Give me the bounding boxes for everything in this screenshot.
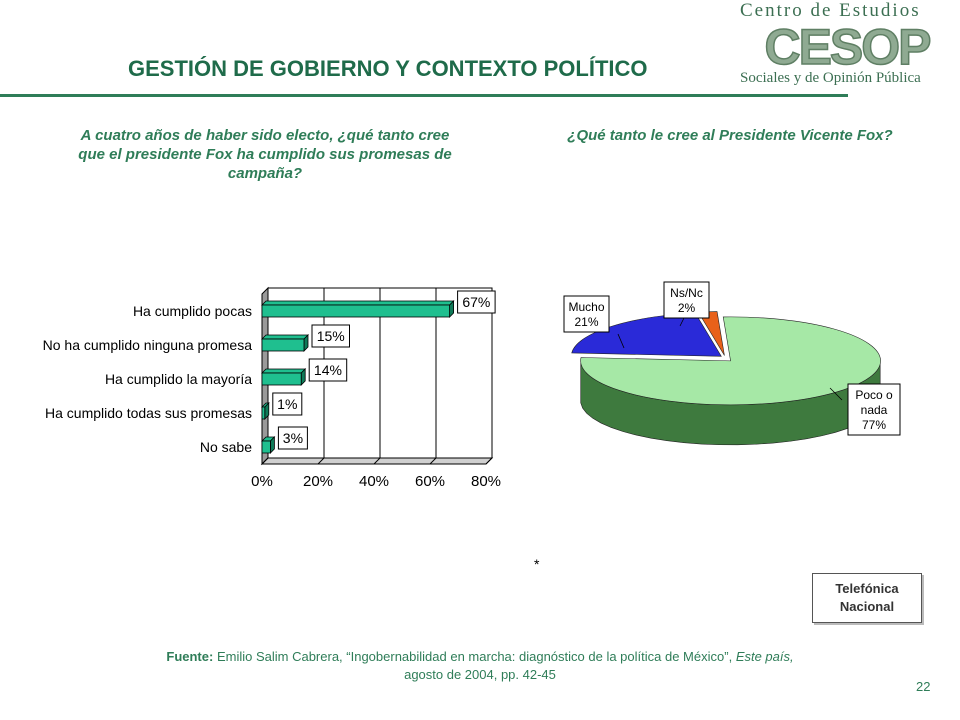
bar-chart: 0% 20% 40% 60% 80% Ha cumplido pocas 67% No ha …	[43, 286, 501, 490]
gridline-floor	[317, 457, 325, 465]
pie-label-box	[563, 295, 610, 333]
value-label: 67%	[462, 294, 490, 310]
value-label-box	[457, 290, 496, 314]
pie-label-box	[847, 383, 901, 436]
value-label-box	[277, 426, 308, 450]
category-label: No ha cumplido ninguna promesa	[43, 337, 253, 353]
x-tick-label: 80%	[471, 473, 501, 490]
category-label: Ha cumplido todas sus promesas	[45, 405, 252, 421]
source-author: Emilio Salim Cabrera,	[216, 649, 343, 664]
source-title: “Ingobernabilidad en marcha: diagnóstico…	[346, 649, 733, 664]
pie-chart-title: ¿Qué tanto le cree al Presidente Vicente…	[567, 127, 893, 144]
survey-type-badge: Telefónica Nacional	[812, 573, 922, 623]
pie-slice	[580, 316, 881, 406]
source-date: agosto de 2004, pp. 42-45	[404, 667, 556, 682]
x-tick-label: 40%	[359, 473, 389, 490]
bar-top	[261, 334, 309, 340]
bar	[261, 304, 451, 318]
logo-mark-text: CESOP	[764, 20, 930, 70]
title-divider	[0, 94, 848, 97]
pie-label: 77%	[862, 418, 886, 432]
bar-chart-title: A cuatro años de haber sido electo, ¿qué…	[78, 127, 452, 182]
source-publication: Este país,	[735, 649, 794, 664]
pie-label: 2%	[678, 301, 696, 315]
bar-top	[261, 368, 307, 374]
value-label: 15%	[317, 328, 345, 344]
value-label: 14%	[314, 362, 342, 378]
source-note: Fuente: Emilio Salim Cabrera, “Ingoberna…	[60, 648, 900, 684]
pie-label: 21%	[574, 315, 598, 329]
badge-line-1: Telefónica	[835, 581, 899, 596]
logo-bottom-text: Sociales y de Opinión Pública	[740, 70, 921, 86]
logo-top-text: Centro de Estudios	[740, 0, 921, 21]
pie-label-box	[663, 281, 710, 319]
badge-line-2: Nacional	[839, 599, 895, 614]
bar	[261, 338, 305, 352]
value-label-box	[311, 324, 350, 348]
value-label-box	[308, 358, 348, 382]
bar	[261, 406, 266, 420]
bar	[261, 372, 302, 386]
value-label-box	[272, 392, 303, 416]
x-tick-label: 60%	[415, 473, 445, 490]
pie-label: Mucho	[568, 300, 604, 314]
slide-title: GESTIÓN DE GOBIERNO Y CONTEXTO POLÍTICO	[128, 56, 648, 81]
gridline-floor	[485, 457, 493, 465]
page-number: 22	[916, 679, 931, 694]
footnote-asterisk: *	[534, 556, 540, 572]
category-label: Ha cumplido la mayoría	[105, 371, 252, 387]
x-tick-label: 0%	[251, 473, 273, 490]
x-tick-label: 20%	[303, 473, 333, 490]
bar-top	[261, 300, 455, 306]
leader-line	[829, 387, 843, 401]
value-label: 3%	[283, 430, 303, 446]
leader-line	[617, 333, 625, 349]
gridline-floor	[261, 457, 269, 465]
gridline-floor	[429, 457, 437, 465]
pie-label: nada	[861, 403, 888, 417]
pie-label: Poco o	[855, 388, 893, 402]
category-label: No sabe	[200, 439, 252, 455]
source-label: Fuente:	[166, 649, 214, 664]
pie-label: Ns/Nc	[670, 286, 703, 300]
logo-mark: CESOP	[740, 20, 954, 70]
gridline-floor	[373, 457, 381, 465]
cesop-logo: Centro de Estudios CESOP Sociales y de O…	[738, 0, 960, 96]
value-label: 1%	[277, 396, 297, 412]
category-label: Ha cumplido pocas	[133, 303, 252, 319]
bar	[261, 440, 271, 454]
